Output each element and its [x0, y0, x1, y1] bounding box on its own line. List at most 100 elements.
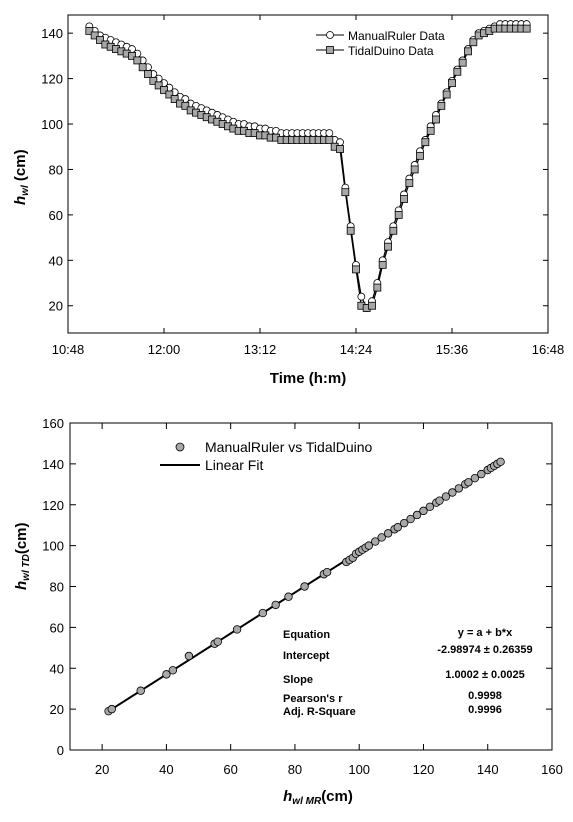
scatter-point: [322, 567, 332, 577]
stat-slope-label: Slope: [283, 674, 313, 686]
bottom-x-tick-label: 60: [223, 762, 237, 777]
top-y-axis-label: hwl (cm): [12, 149, 31, 205]
top-point-tidalduino: [426, 126, 435, 135]
top-plot-frame: [67, 14, 549, 334]
scatter-point: [383, 529, 393, 538]
top-point-tidalduino: [85, 26, 94, 35]
top-y-tick-label: 120: [41, 72, 63, 87]
bottom-y-tick-label: 80: [50, 580, 64, 595]
bottom-x-tick-label: 20: [95, 762, 109, 777]
bottom-y-axis-label: hwl TD(cm): [13, 522, 32, 590]
stat-r2-label: Adj. R-Square: [283, 706, 356, 718]
scatter-point: [464, 478, 473, 487]
stat-intercept-value: -2.98974 ± 0.26359: [437, 644, 532, 656]
top-y-tick-label: 140: [41, 26, 63, 41]
time-series-chart: 10:48 12:00 13:12 14:24 15:36 16:48 204060801…: [12, 14, 564, 387]
stat-pearson-label: Pearson's r: [283, 693, 343, 705]
bottom-x-tick-label: 40: [159, 762, 173, 777]
top-point-tidalduino: [522, 24, 531, 33]
bottom-x-label-sub: wl MR: [292, 796, 322, 807]
top-point-tidalduino: [144, 70, 152, 78]
top-point-tidalduino: [341, 188, 350, 197]
scatter-point: [371, 537, 380, 546]
top-point-tidalduino: [90, 31, 99, 40]
top-y-tick-label: 80: [49, 162, 63, 177]
top-point-tidalduino: [149, 76, 158, 85]
bottom-x-ticks: 20 40 60 80 100 120 140 160: [95, 423, 563, 777]
legend-label-fit: Linear Fit: [205, 457, 263, 473]
top-y-label-unit: (cm): [12, 149, 29, 185]
bottom-x-label-unit: (cm): [321, 788, 353, 805]
top-point-tidalduino: [458, 58, 467, 67]
bottom-legend: ManualRuler vs TidalDuino Linear Fit: [160, 439, 373, 473]
bottom-y-tick-label: 40: [50, 661, 64, 676]
top-point-tidalduino: [384, 242, 392, 251]
scatter-point: [300, 582, 309, 591]
scatter-point: [213, 637, 223, 646]
top-y-ticks: 20 40 60 80 100 120 140: [41, 26, 548, 314]
legend-label-scatter: ManualRuler vs TidalDuino: [205, 439, 373, 455]
top-point-tidalduino: [378, 260, 387, 269]
stat-r2-value: 0.9996: [468, 704, 502, 716]
top-x-tick-label: 12:00: [148, 342, 181, 357]
top-point-tidalduino: [453, 67, 462, 76]
top-point-tidalduino: [133, 56, 142, 65]
scatter-point: [364, 541, 374, 550]
bottom-y-tick-label: 60: [50, 620, 64, 635]
top-point-tidalduino: [421, 138, 430, 147]
scatter-point: [477, 469, 486, 479]
top-point-tidalduino: [368, 301, 376, 310]
scatter-point: [107, 704, 116, 714]
stat-intercept-label: Intercept: [283, 650, 330, 662]
stat-pearson-value: 0.9998: [468, 690, 502, 702]
bottom-y-tick-label: 20: [50, 702, 64, 717]
top-point-tidalduino: [448, 79, 456, 88]
scatter-point: [454, 484, 464, 493]
stat-slope-value: 1.0002 ± 0.0025: [445, 669, 524, 681]
top-point-tidalduino: [181, 101, 190, 110]
top-point-manualruler: [325, 129, 334, 138]
top-point-manualruler: [357, 292, 366, 301]
legend-label-manualruler: ManualRuler Data: [348, 29, 445, 43]
stat-equation-value: y = a + b*x: [458, 627, 513, 639]
top-y-tick-label: 60: [49, 208, 63, 223]
top-point-tidalduino: [405, 179, 414, 187]
scatter-point: [435, 496, 444, 505]
top-point-tidalduino: [346, 226, 355, 235]
scatter-point: [377, 533, 386, 542]
bottom-x-tick-label: 100: [348, 762, 370, 777]
bottom-y-tick-label: 120: [42, 498, 64, 513]
top-y-label-sub: wl: [20, 185, 31, 196]
scatter-point: [162, 670, 171, 679]
fit-statistics-table: Equation y = a + b*x Intercept -2.98974 …: [283, 627, 533, 718]
top-point-tidalduino: [352, 265, 360, 274]
scatter-point: [271, 600, 280, 610]
bottom-x-tick-label: 160: [541, 762, 563, 777]
scatter-point: [258, 608, 267, 618]
top-y-tick-label: 100: [41, 117, 63, 132]
top-point-tidalduino: [373, 283, 382, 292]
top-y-label-main: h: [12, 196, 29, 205]
top-point-tidalduino: [400, 195, 408, 203]
top-point-tidalduino: [432, 115, 440, 124]
bottom-y-tick-label: 140: [42, 457, 64, 472]
top-point-tidalduino: [416, 151, 424, 160]
top-point-tidalduino: [469, 38, 478, 47]
scatter-point: [136, 686, 145, 695]
scatter-point: [496, 457, 505, 467]
top-point-tidalduino: [410, 165, 419, 174]
top-point-tidalduino: [170, 95, 179, 103]
scatter-point: [393, 523, 402, 532]
top-x-tick-label: 13:12: [244, 342, 277, 357]
top-point-tidalduino: [389, 226, 398, 235]
top-point-tidalduino: [138, 63, 147, 72]
legend-marker-scatter: [175, 442, 185, 452]
top-point-tidalduino: [128, 51, 136, 60]
legend-label-tidalduino: TidalDuino Data: [348, 44, 434, 58]
top-y-tick-label: 20: [49, 299, 63, 314]
bottom-x-axis-label: hwl MR(cm): [283, 788, 353, 807]
scatter-point: [399, 518, 409, 528]
top-point-tidalduino: [165, 90, 174, 99]
top-y-tick-label: 40: [49, 253, 63, 268]
